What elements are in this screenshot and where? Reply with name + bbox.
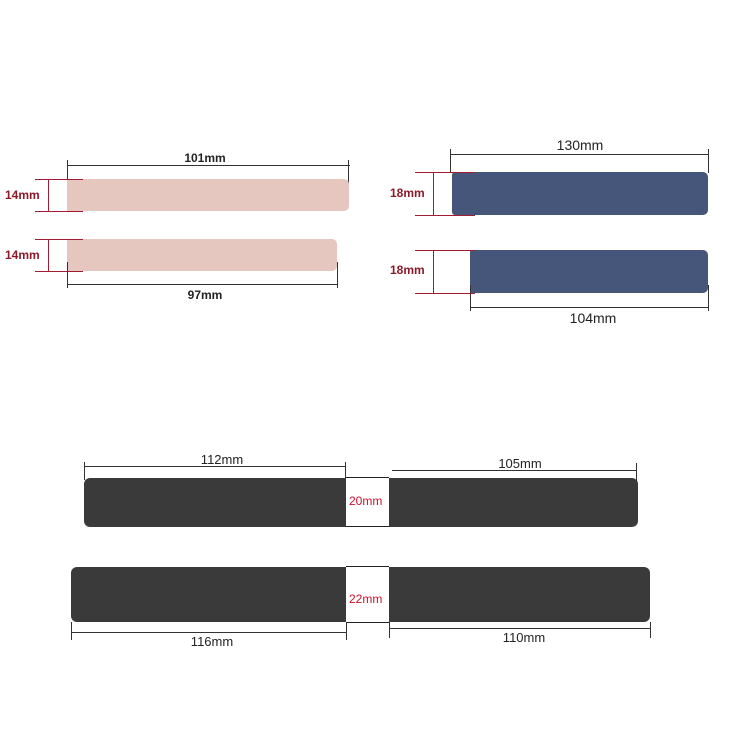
dimension-tick bbox=[84, 462, 85, 480]
dimension-line bbox=[84, 466, 346, 467]
dimension-line bbox=[415, 250, 475, 251]
blue-long-length-label: 130mm bbox=[556, 137, 604, 153]
blue-long-strap bbox=[452, 172, 708, 215]
dimension-line bbox=[48, 179, 49, 211]
dimension-tick bbox=[337, 262, 338, 288]
dimension-tick bbox=[67, 160, 68, 190]
blue-short-strap bbox=[470, 250, 708, 293]
dimension-tick bbox=[708, 285, 709, 311]
dimension-tick bbox=[71, 622, 72, 640]
dimension-line bbox=[35, 271, 83, 272]
dimension-line bbox=[35, 239, 83, 240]
dimension-line bbox=[392, 470, 636, 471]
dimension-line bbox=[35, 179, 83, 180]
black22-right-length-label: 110mm bbox=[502, 630, 546, 645]
pink-long-strap bbox=[67, 179, 349, 211]
black20-left-strap bbox=[84, 478, 346, 527]
dimension-line bbox=[450, 154, 708, 155]
dimension-tick bbox=[470, 285, 471, 311]
dimension-line bbox=[415, 293, 475, 294]
pink-width-top-label: 14mm bbox=[5, 188, 40, 202]
dimension-line bbox=[67, 165, 350, 166]
black20-left-length-label: 112mm bbox=[200, 452, 244, 467]
black20-right-strap bbox=[389, 478, 638, 527]
dimension-line bbox=[415, 172, 475, 173]
black22-right-strap bbox=[389, 567, 650, 622]
dimension-tick bbox=[389, 622, 390, 638]
width-box bbox=[346, 566, 389, 623]
dimension-line bbox=[470, 307, 708, 308]
dimension-line bbox=[389, 628, 651, 629]
blue-width-top-label: 18mm bbox=[390, 186, 425, 200]
dimension-line bbox=[433, 250, 434, 293]
dimension-line bbox=[415, 215, 475, 216]
black22-left-strap bbox=[71, 567, 346, 622]
black20-width-label: 20mm bbox=[349, 494, 383, 508]
dimension-tick bbox=[708, 149, 709, 173]
dimension-tick bbox=[345, 462, 346, 480]
dimension-line bbox=[35, 211, 83, 212]
width-box bbox=[346, 477, 389, 527]
black22-left-length-label: 116mm bbox=[190, 634, 234, 649]
blue-width-bottom-label: 18mm bbox=[390, 263, 425, 277]
dimension-line bbox=[67, 284, 338, 285]
dimension-tick bbox=[636, 463, 637, 481]
black22-width-label: 22mm bbox=[349, 592, 383, 606]
dimension-tick bbox=[348, 160, 349, 190]
black20-right-length-label: 105mm bbox=[498, 456, 542, 471]
pink-short-strap bbox=[67, 239, 337, 271]
pink-long-length-label: 101mm bbox=[184, 151, 226, 165]
dimension-tick bbox=[67, 262, 68, 288]
dimension-line bbox=[433, 172, 434, 215]
dimension-tick bbox=[650, 622, 651, 638]
dimension-line bbox=[48, 239, 49, 271]
dimension-tick bbox=[346, 622, 347, 640]
pink-width-bottom-label: 14mm bbox=[5, 248, 40, 262]
pink-short-length-label: 97mm bbox=[187, 288, 223, 302]
blue-short-length-label: 104mm bbox=[569, 310, 617, 326]
dimension-tick bbox=[450, 149, 451, 173]
dimension-line bbox=[71, 632, 347, 633]
